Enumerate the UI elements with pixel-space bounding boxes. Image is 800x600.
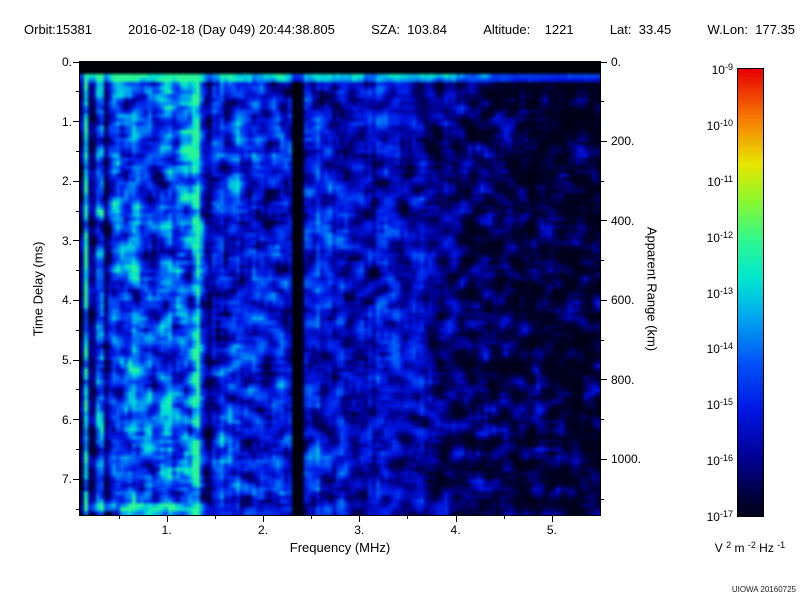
y-axis-label-right: Apparent Range (km) [644,226,660,352]
power-exponent: -13 [719,285,733,296]
range-tick [600,61,607,63]
power-exponent: -11 [720,173,733,184]
unit-exponent: -1 [777,540,786,550]
power-exponent: -17 [719,509,733,519]
colorbar-canvas [738,69,763,516]
power-exponent: -10 [719,117,733,128]
y-tick-label: 2. [61,174,72,189]
y-tick-label: 1. [61,114,72,129]
x-tick-label: 5. [546,523,557,537]
range-tick [600,379,607,381]
x-axis-tick [455,515,457,522]
spectrogram-plot [79,61,601,516]
range-tick-label: 200. [611,134,635,149]
colorbar-tick-label: 10-17 [683,506,733,525]
unit-exponent: -2 [747,540,756,550]
range-tick [600,299,607,301]
y-tick-label: 7. [61,472,72,487]
colorbar-tick-label: 10-12 [683,227,733,246]
power-exponent: -9 [724,62,733,72]
power-base: 10 [706,118,720,133]
colorbar-tick-label: 10-9 [683,59,733,78]
y-tick-label: 0. [61,55,72,69]
colorbar-tick-label: 10-10 [683,115,733,134]
y-axis-label-left: Time Delay (ms) [30,241,46,337]
header-info: Orbit:15381 2016-02-18 (Day 049) 20:44:3… [24,22,795,37]
orbit-label: Orbit:15381 [24,22,92,37]
power-base: 10 [706,398,720,413]
spectrogram-canvas [80,62,600,515]
colorbar-tick-label: 10-15 [683,394,733,413]
range-tick-label: 0. [611,55,622,69]
unit-exponent: 2 [726,540,732,550]
colorbar-tick-label: 10-11 [683,171,733,190]
altitude-label: Altitude: 1221 [483,22,574,37]
x-axis-tick [262,515,264,522]
range-tick [600,140,607,142]
x-axis-tick [359,515,361,522]
datetime-label: 2016-02-18 (Day 049) 20:44:38.805 [128,22,335,37]
power-exponent: -16 [719,453,733,464]
y-tick-label: 6. [61,412,72,427]
power-base: 10 [706,230,720,245]
unit-text: m [731,541,748,555]
colorbar-tick-label: 10-13 [683,283,733,302]
x-tick-label: 1. [161,523,172,537]
power-base: 10 [707,174,721,189]
power-base: 10 [706,454,720,469]
range-tick-label: 1000. [611,452,642,467]
colorbar-tick-label: 10-16 [683,450,733,469]
x-axis-tick [551,515,553,522]
range-tick [600,220,607,222]
power-exponent: -12 [719,229,733,240]
power-base: 10 [706,342,720,357]
colorbar [737,68,764,517]
range-tick-label: 800. [611,372,635,387]
range-tick-label: 400. [611,213,635,228]
power-base: 10 [711,63,725,77]
power-base: 10 [706,286,720,301]
power-exponent: -15 [719,397,733,408]
unit-text: Hz [755,541,778,555]
credit-text: UIOWA 20160725 [731,585,796,594]
x-tick-label: 2. [257,523,268,537]
power-base: 10 [706,510,720,524]
x-tick-label: 4. [450,523,461,537]
x-tick-label: 3. [354,523,365,537]
power-exponent: -14 [719,341,733,352]
lat-label: Lat: 33.45 [609,22,672,37]
x-axis-label: Frequency (MHz) [289,540,391,555]
unit-text: V [714,541,727,555]
colorbar-unit-label: V 2 m -2 Hz -1 [715,540,785,555]
y-tick-label: 5. [61,353,72,368]
range-tick [600,458,607,460]
colorbar-tick-label: 10-14 [683,338,733,357]
x-axis-tick [166,515,168,522]
sza-label: SZA: 103.84 [371,22,448,37]
wlon-label: W.Lon: 177.35 [707,22,795,37]
